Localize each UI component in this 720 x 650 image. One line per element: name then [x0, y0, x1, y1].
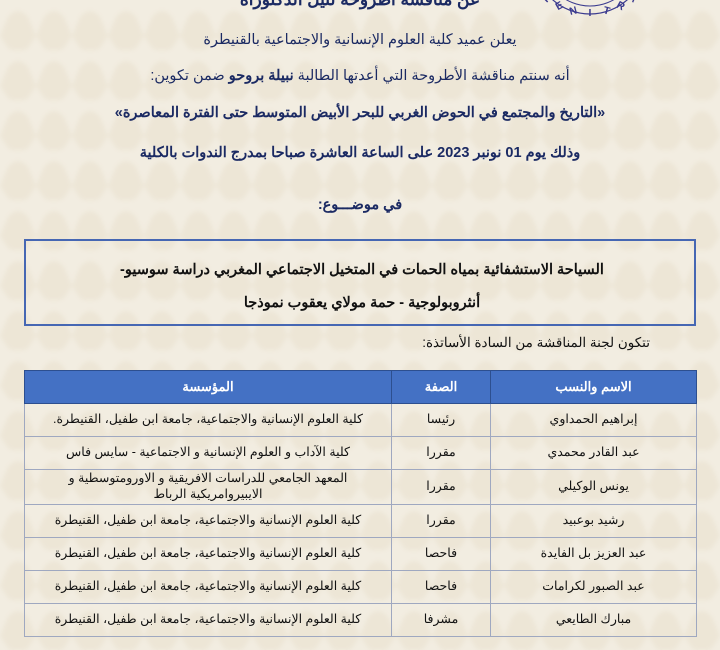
svg-text:N: N: [568, 4, 578, 18]
svg-text:E: E: [553, 0, 565, 13]
svg-text:R: R: [614, 0, 627, 13]
svg-text:A: A: [626, 0, 640, 5]
svg-text:T: T: [602, 4, 612, 17]
svg-text:I: I: [589, 7, 592, 19]
